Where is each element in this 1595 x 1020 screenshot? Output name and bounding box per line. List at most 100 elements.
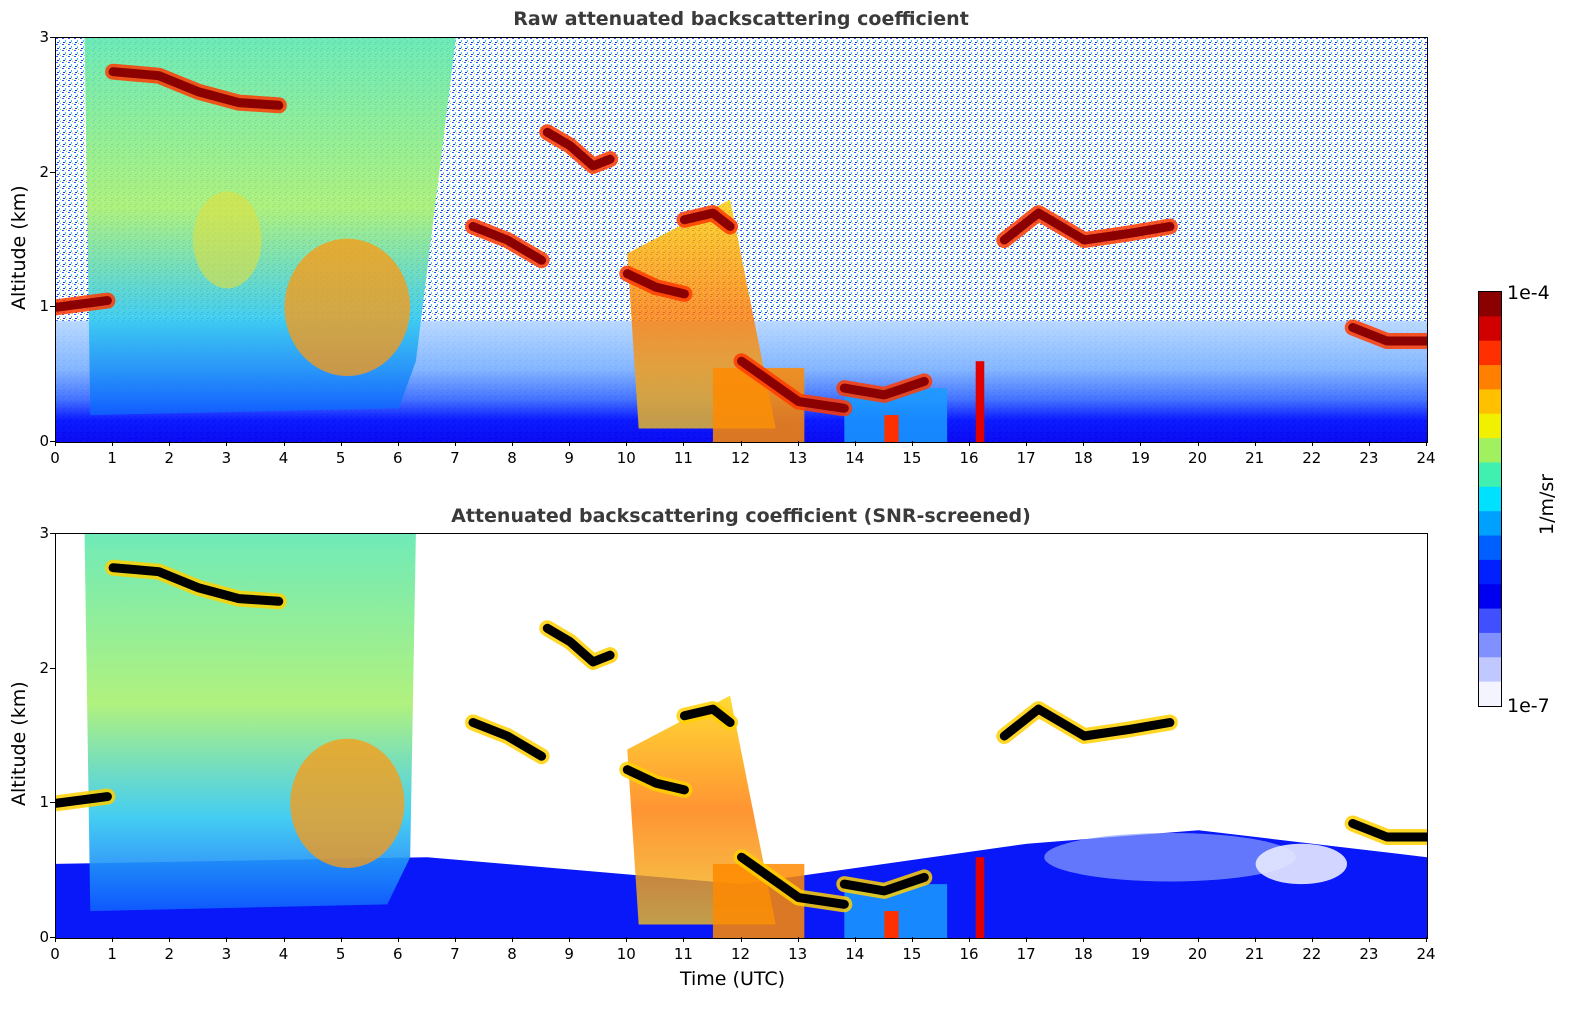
screened-y-tick-label: 0 <box>39 928 49 946</box>
screened-x-tickmark <box>969 937 970 942</box>
colorbar-swatch <box>1479 413 1501 439</box>
screened-x-tickmark <box>1140 937 1142 942</box>
residual-layer-patch <box>1044 832 1296 882</box>
raw-x-tick-label: 1 <box>107 449 117 467</box>
cloud-layer-7 <box>839 376 929 400</box>
screened-x-tickmark <box>911 937 913 942</box>
screened-x-tick-label: 24 <box>1416 945 1436 963</box>
colorbar-swatch <box>1479 584 1501 610</box>
colorbar-swatch <box>1479 340 1501 366</box>
screened-y-tickmark <box>50 802 55 804</box>
raw-x-tick-label: 3 <box>221 449 232 467</box>
screened-x-tick-label: 0 <box>50 945 60 963</box>
cloud-layer-1 <box>108 67 284 110</box>
screened-y-tick-label: 2 <box>39 658 49 677</box>
colorbar-unit-label: 1/m/sr <box>1536 473 1558 535</box>
cloud-layer-screened-8 <box>999 704 1175 741</box>
screened-x-tickmark <box>626 937 628 942</box>
cloud-layer-9 <box>1348 323 1427 346</box>
raw-y-tickmark <box>50 306 55 308</box>
colorbar-swatch <box>1479 657 1501 683</box>
colorbar-swatch <box>1479 365 1501 390</box>
colorbar-swatch <box>1479 486 1501 512</box>
raw-x-tickmark <box>969 441 970 446</box>
colorbar-swatch <box>1479 316 1501 342</box>
cloud-layer-screened-9 <box>1348 819 1427 842</box>
colorbar-swatch <box>1479 559 1501 585</box>
screened-x-tick-label: 9 <box>564 945 574 963</box>
screened-x-tickmark <box>854 937 856 942</box>
screened-x-tick-label: 13 <box>788 945 808 963</box>
raw-x-tick-label: 22 <box>1302 449 1322 467</box>
screened-y-tick-label: 3 <box>39 524 49 542</box>
raw-x-tickmark <box>454 441 456 446</box>
screened-y-tickmark <box>50 667 55 669</box>
screened-x-tick-label: 6 <box>392 945 403 963</box>
cloud-layer-screened-2 <box>468 718 547 761</box>
screened-x-tick-label: 20 <box>1187 945 1208 963</box>
raw-x-tickmark <box>397 441 399 446</box>
dense-column-1610 <box>975 857 985 938</box>
y-axis-label-raw: Altitude (km) <box>8 185 30 310</box>
raw-x-tickmark <box>226 441 228 446</box>
cloud-layer-screened-6 <box>737 852 849 909</box>
screened-x-tick-label: 16 <box>959 945 979 963</box>
screened-x-tick-label: 7 <box>450 945 460 963</box>
cloud-layer-screened-1 <box>108 563 284 606</box>
screened-x-tick-label: 8 <box>507 945 517 963</box>
screened-x-tick-label: 23 <box>1359 945 1379 963</box>
screened-x-tickmark <box>569 937 571 942</box>
screened-x-tickmark <box>226 937 228 942</box>
screened-x-tick-label: 17 <box>1016 945 1036 963</box>
raw-x-tickmark <box>112 441 114 446</box>
screened-x-tick-label: 3 <box>221 945 232 963</box>
raw-x-tick-label: 18 <box>1073 449 1093 467</box>
raw-x-tick-label: 21 <box>1245 449 1265 467</box>
heatmap-screened <box>56 534 1427 938</box>
screened-x-tick-label: 12 <box>730 945 751 963</box>
raw-x-tickmark <box>626 441 628 446</box>
screened-x-tickmark <box>112 937 114 942</box>
screened-x-tickmark <box>454 937 456 942</box>
screened-x-tickmark <box>55 937 56 942</box>
screened-x-tickmark <box>1083 937 1085 942</box>
raw-x-tick-label: 23 <box>1359 449 1379 467</box>
colorbar-swatch <box>1479 632 1501 658</box>
raw-y-tickmark <box>50 441 55 442</box>
screened-x-tickmark <box>797 937 799 942</box>
screened-x-tick-label: 15 <box>902 945 922 963</box>
screened-x-tick-label: 18 <box>1073 945 1093 963</box>
raw-y-tickmark <box>50 37 55 38</box>
raw-x-tick-label: 15 <box>902 449 922 467</box>
residual-layer-light <box>1255 843 1348 885</box>
colorbar-swatch <box>1479 535 1501 561</box>
raw-x-tick-label: 8 <box>507 449 517 467</box>
screened-x-tick-label: 4 <box>278 945 289 963</box>
cloud-layer-screened-0 <box>56 792 112 808</box>
raw-x-tickmark <box>1311 441 1313 446</box>
chart-title-raw: Raw attenuated backscattering coefficien… <box>513 8 969 30</box>
cloud-layer-0 <box>56 296 112 312</box>
raw-x-tick-label: 2 <box>164 449 175 467</box>
raw-y-tick-label: 2 <box>39 162 49 181</box>
raw-x-tick-label: 4 <box>278 449 289 467</box>
colorbar-swatch <box>1479 462 1501 488</box>
raw-x-tick-label: 19 <box>1130 449 1150 467</box>
chart-title-screened: Attenuated backscattering coefficient (S… <box>451 505 1031 527</box>
screened-x-tickmark <box>1426 937 1427 942</box>
colorbar-swatch <box>1479 389 1501 415</box>
screened-x-tick-label: 14 <box>845 945 865 963</box>
screened-y-tick-label: 1 <box>39 793 49 812</box>
cloud-layer-screened-3 <box>542 623 615 667</box>
raw-x-tickmark <box>911 441 913 446</box>
raw-x-tickmark <box>569 441 571 446</box>
screened-x-tickmark <box>169 937 171 942</box>
cloud-layer-8 <box>999 208 1175 245</box>
raw-x-tick-label: 16 <box>959 449 979 467</box>
screened-x-tickmark <box>683 937 685 942</box>
raw-x-tick-label: 10 <box>616 449 636 467</box>
raw-x-tickmark <box>1026 441 1028 446</box>
screened-y-tickmark <box>50 533 55 534</box>
dense-column-1430 <box>884 911 899 938</box>
raw-x-tickmark <box>169 441 171 446</box>
